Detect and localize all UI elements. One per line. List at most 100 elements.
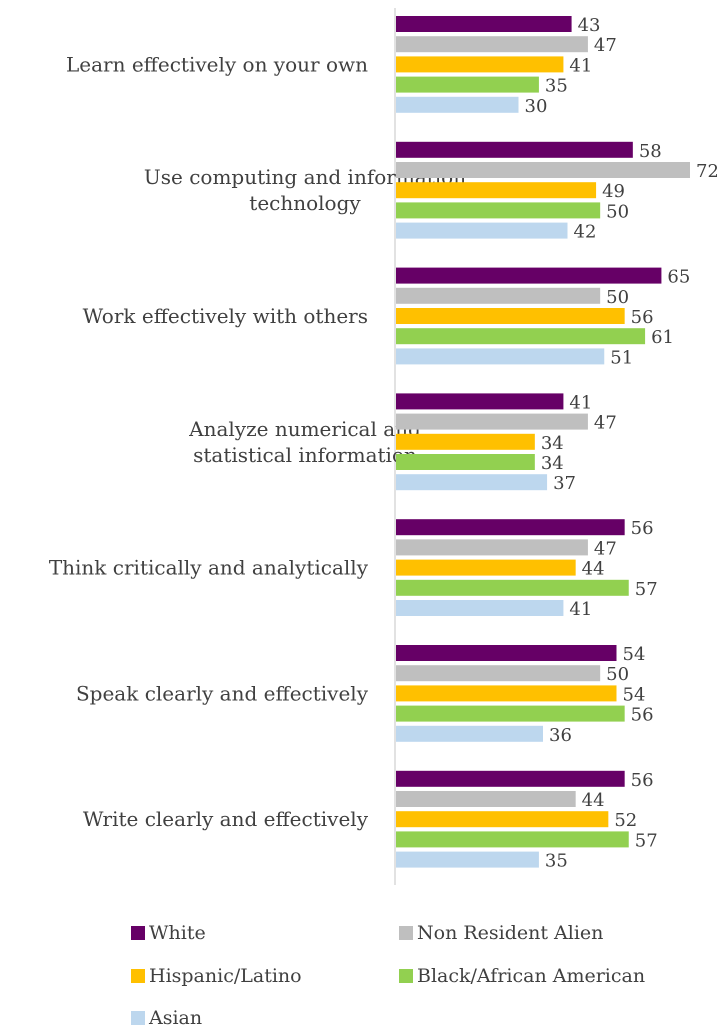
bar-use-computing-and-information-technology-white (396, 141, 633, 158)
value-label-learn-effectively-on-your-own-non-resident-alien: 47 (594, 35, 617, 56)
legend-item-non-resident-alien[interactable]: Non Resident Alien (399, 922, 603, 944)
bar-think-critically-and-analytically-white (396, 519, 625, 536)
legend-label-hispanic-latino: Hispanic/Latino (149, 965, 302, 987)
category-label-line: Work effectively with others (83, 304, 368, 328)
value-label-analyze-numerical-and-statistical-information-non-resident-alien: 47 (594, 413, 617, 434)
category-label-learn-effectively-on-your-own: Learn effectively on your own (66, 52, 368, 76)
category-label-line: technology (249, 191, 361, 215)
bar-use-computing-and-information-technology-hispanic-latino (396, 182, 597, 199)
value-label-learn-effectively-on-your-own-hispanic-latino: 41 (569, 55, 592, 76)
value-label-write-clearly-and-effectively-white: 56 (631, 770, 654, 791)
bar-speak-clearly-and-effectively-asian (396, 725, 543, 742)
bar-analyze-numerical-and-statistical-information-non-resident-alien (396, 413, 588, 430)
bar-use-computing-and-information-technology-non-resident-alien (396, 162, 690, 178)
bar-write-clearly-and-effectively-black-african-american (396, 831, 629, 848)
bar-use-computing-and-information-technology-black-african-american (396, 202, 601, 219)
value-label-speak-clearly-and-effectively-asian: 36 (549, 725, 572, 746)
category-label-line: Analyze numerical and (188, 417, 421, 441)
value-label-learn-effectively-on-your-own-black-african-american: 35 (545, 76, 568, 97)
category-label-work-effectively-with-others: Work effectively with others (83, 304, 368, 328)
bar-speak-clearly-and-effectively-black-african-american (396, 705, 625, 722)
bar-write-clearly-and-effectively-non-resident-alien (396, 791, 576, 807)
legend-swatch-black-african-american (399, 969, 413, 983)
bar-write-clearly-and-effectively-asian (396, 851, 539, 868)
legend-swatch-asian (131, 1011, 145, 1025)
value-label-analyze-numerical-and-statistical-information-hispanic-latino: 34 (541, 433, 564, 454)
category-label-line: Learn effectively on your own (66, 52, 368, 76)
legend-label-white: White (149, 922, 206, 944)
category-label-line: Think critically and analytically (49, 556, 369, 580)
value-label-write-clearly-and-effectively-non-resident-alien: 44 (582, 790, 605, 811)
bar-think-critically-and-analytically-non-resident-alien (396, 539, 588, 556)
value-label-think-critically-and-analytically-hispanic-latino: 44 (582, 559, 605, 580)
value-label-use-computing-and-information-technology-non-resident-alien: 72 (696, 161, 717, 182)
bar-analyze-numerical-and-statistical-information-hispanic-latino (396, 433, 535, 450)
legend-label-non-resident-alien: Non Resident Alien (417, 922, 604, 944)
value-label-use-computing-and-information-technology-asian: 42 (574, 222, 597, 243)
category-label-analyze-numerical-and-statistical-information: Analyze numerical and statistical informa… (188, 417, 421, 467)
bar-think-critically-and-analytically-hispanic-latino (396, 559, 576, 576)
bar-write-clearly-and-effectively-hispanic-latino (396, 811, 609, 828)
legend-item-black-african-american[interactable]: Black/African American (399, 965, 645, 987)
value-label-work-effectively-with-others-black-african-american: 61 (651, 327, 674, 348)
legend-label-black-african-american: Black/African American (417, 965, 646, 987)
value-label-write-clearly-and-effectively-asian: 35 (545, 851, 568, 872)
value-label-think-critically-and-analytically-black-african-american: 57 (635, 579, 658, 600)
value-label-work-effectively-with-others-white: 65 (667, 267, 690, 288)
bar-speak-clearly-and-effectively-non-resident-alien (396, 665, 601, 682)
bar-write-clearly-and-effectively-white (396, 770, 625, 787)
value-label-analyze-numerical-and-statistical-information-asian: 37 (553, 473, 576, 494)
value-label-learn-effectively-on-your-own-asian: 30 (525, 96, 548, 117)
bar-analyze-numerical-and-statistical-information-black-african-american (396, 454, 535, 470)
bar-learn-effectively-on-your-own-asian (396, 96, 519, 113)
category-label-line: Write clearly and effectively (83, 807, 369, 831)
bar-learn-effectively-on-your-own-white (396, 16, 572, 32)
value-label-learn-effectively-on-your-own-white: 43 (578, 15, 601, 36)
category-label-speak-clearly-and-effectively: Speak clearly and effectively (76, 681, 369, 705)
category-label-think-critically-and-analytically: Think critically and analytically (49, 556, 369, 580)
legend-label-asian: Asian (149, 1007, 203, 1029)
value-label-write-clearly-and-effectively-hispanic-latino: 52 (614, 810, 637, 831)
value-label-speak-clearly-and-effectively-hispanic-latino: 54 (623, 684, 646, 705)
value-label-use-computing-and-information-technology-hispanic-latino: 49 (602, 181, 625, 202)
category-label-line: Speak clearly and effectively (76, 681, 369, 705)
legend-swatch-non-resident-alien (399, 926, 413, 940)
value-label-use-computing-and-information-technology-black-african-american: 50 (606, 201, 629, 222)
value-label-think-critically-and-analytically-white: 56 (631, 518, 654, 539)
value-label-use-computing-and-information-technology-white: 58 (639, 141, 662, 162)
bar-learn-effectively-on-your-own-black-african-american (396, 76, 539, 93)
value-label-speak-clearly-and-effectively-black-african-american: 56 (631, 705, 654, 726)
bar-use-computing-and-information-technology-asian (396, 222, 568, 239)
bar-learn-effectively-on-your-own-non-resident-alien (396, 36, 588, 53)
bar-work-effectively-with-others-hispanic-latino (396, 308, 625, 324)
bars-group (396, 16, 690, 868)
value-label-speak-clearly-and-effectively-white: 54 (623, 644, 646, 665)
value-label-think-critically-and-analytically-non-resident-alien: 47 (594, 538, 617, 559)
bar-work-effectively-with-others-white (396, 267, 662, 284)
value-label-think-critically-and-analytically-asian: 41 (569, 599, 592, 620)
value-label-write-clearly-and-effectively-black-african-american: 57 (635, 830, 658, 851)
bar-learn-effectively-on-your-own-hispanic-latino (396, 56, 564, 73)
category-label-write-clearly-and-effectively: Write clearly and effectively (83, 807, 369, 831)
bar-analyze-numerical-and-statistical-information-white (396, 393, 564, 410)
bar-think-critically-and-analytically-black-african-american (396, 579, 629, 596)
bar-work-effectively-with-others-non-resident-alien (396, 287, 601, 304)
legend-swatch-hispanic-latino (131, 969, 145, 983)
value-label-work-effectively-with-others-non-resident-alien: 50 (606, 287, 629, 308)
value-label-work-effectively-with-others-hispanic-latino: 56 (631, 307, 654, 328)
bar-analyze-numerical-and-statistical-information-asian (396, 474, 548, 491)
bar-speak-clearly-and-effectively-hispanic-latino (396, 685, 617, 702)
category-label-line: statistical information (193, 443, 417, 467)
value-label-analyze-numerical-and-statistical-information-black-african-american: 34 (541, 453, 564, 474)
value-labels: 4347413530587249504265505661514147343437… (525, 15, 717, 872)
bar-work-effectively-with-others-asian (396, 348, 605, 365)
value-label-analyze-numerical-and-statistical-information-white: 41 (569, 392, 592, 413)
bar-think-critically-and-analytically-asian (396, 600, 564, 616)
legend-item-asian[interactable]: Asian (131, 1007, 202, 1029)
legend-item-hispanic-latino[interactable]: Hispanic/Latino (131, 965, 302, 987)
legend-item-white[interactable]: White (131, 922, 206, 944)
value-label-work-effectively-with-others-asian: 51 (610, 347, 633, 368)
